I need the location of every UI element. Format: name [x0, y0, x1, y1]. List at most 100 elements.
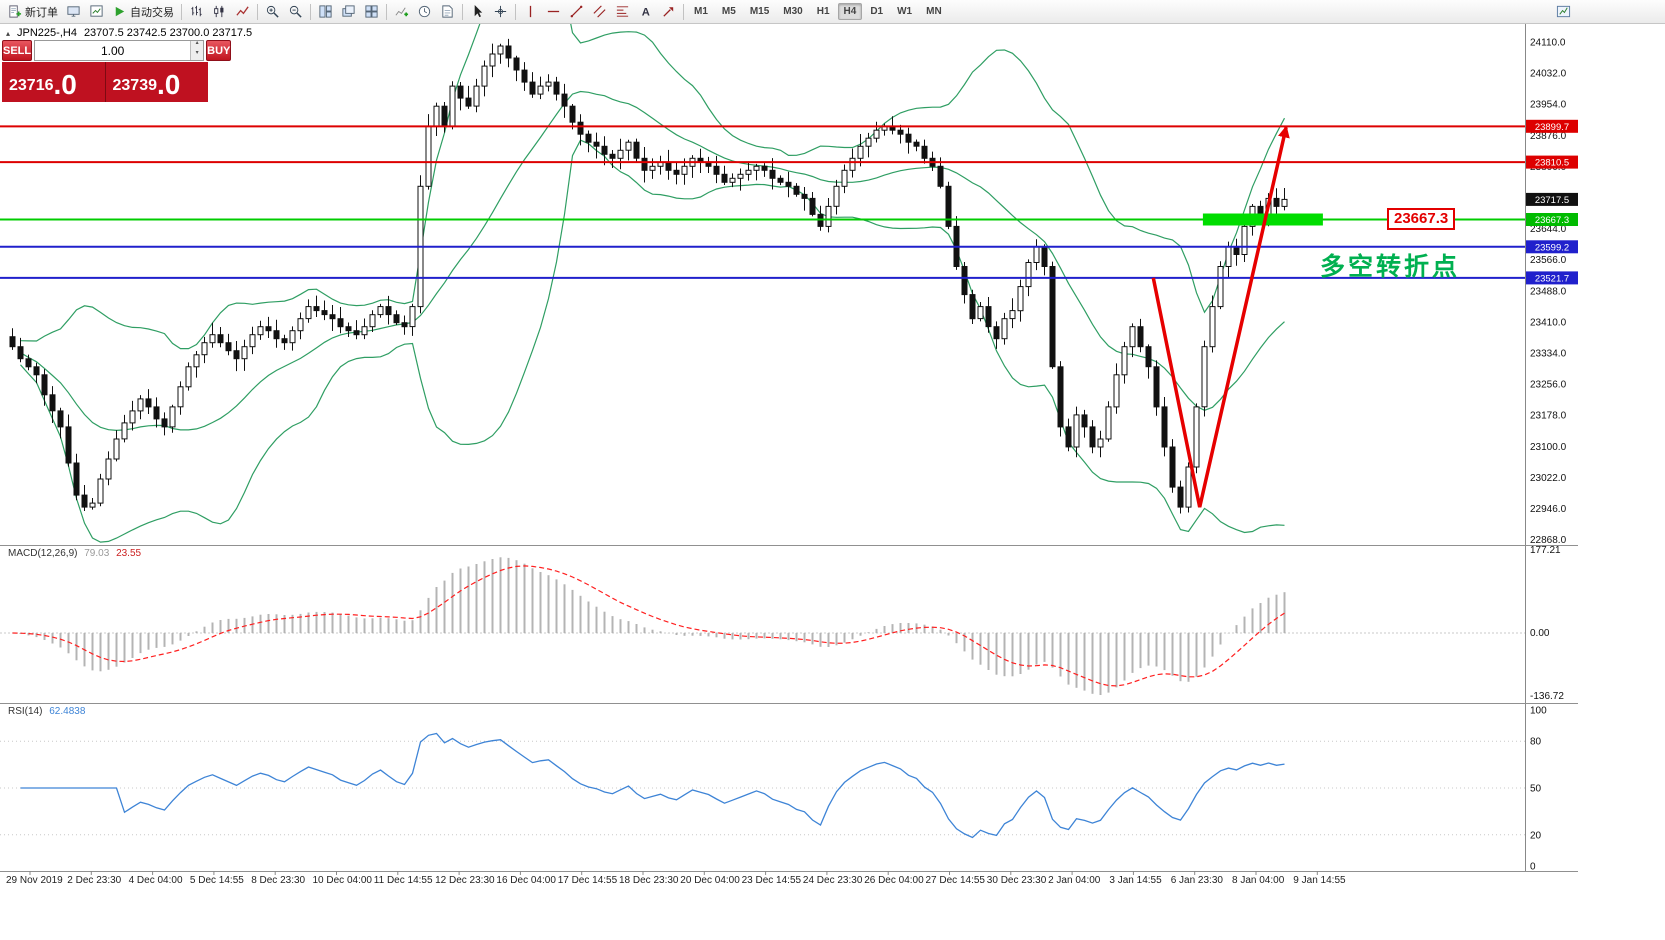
arrows-button[interactable] — [657, 2, 680, 22]
svg-text:23022.0: 23022.0 — [1530, 473, 1567, 484]
time-scale[interactable]: 29 Nov 2019 2 Dec 23:30 4 Dec 04:00 5 Dec 1… — [6, 871, 1346, 886]
chart-window-icon[interactable] — [1556, 4, 1571, 24]
periods-button[interactable] — [413, 2, 436, 22]
timeframe-m1-button[interactable]: M1 — [694, 6, 708, 17]
candles — [9, 38, 1288, 514]
svg-text:23256.0: 23256.0 — [1530, 380, 1567, 391]
line-chart-button[interactable] — [231, 2, 254, 22]
svg-text:23100.0: 23100.0 — [1530, 442, 1567, 453]
scale-label-current-price — [1526, 192, 1578, 206]
rsi-panel[interactable] — [0, 732, 1525, 839]
template-icon — [442, 5, 453, 18]
svg-text:30 Dec 23:30: 30 Dec 23:30 — [987, 875, 1047, 886]
svg-text:4 Dec 04:00: 4 Dec 04:00 — [129, 875, 183, 886]
svg-text:24110.0: 24110.0 — [1530, 38, 1566, 49]
timeframe-m5-button[interactable]: M5 — [721, 6, 736, 17]
svg-text:8 Jan 04:00: 8 Jan 04:00 — [1232, 875, 1285, 886]
bollinger-upper — [20, 23, 1286, 350]
toolbar: 新订单 自动交易 A M1 M5 M15 M30 H1 H4 D1 W1 MN — [0, 0, 1665, 24]
svg-text:23876.0: 23876.0 — [1530, 131, 1567, 142]
templates-button[interactable] — [436, 2, 459, 22]
timeframe-h4-button[interactable]: H4 — [837, 3, 863, 20]
price-scale[interactable]: 24110.024032.023954.023876.023800.023722… — [1525, 22, 1579, 873]
zoom-out-button[interactable] — [284, 2, 307, 22]
autotrading-button[interactable]: 自动交易 — [108, 2, 178, 22]
toolbar-separator — [310, 3, 311, 20]
svg-text:-136.72: -136.72 — [1530, 691, 1564, 702]
scale-label-support — [1526, 271, 1578, 285]
vertical-line-button[interactable] — [519, 2, 542, 22]
svg-text:23954.0: 23954.0 — [1530, 100, 1567, 111]
toolbar-separator — [683, 3, 684, 20]
tile-icon — [319, 5, 332, 18]
svg-text:6 Jan 23:30: 6 Jan 23:30 — [1171, 875, 1224, 886]
svg-text:50: 50 — [1530, 784, 1542, 795]
lot-size-input[interactable] — [35, 41, 191, 60]
timeframe-m30-button[interactable]: M30 — [783, 6, 803, 17]
grid-icon — [365, 5, 378, 18]
tile-windows-button[interactable] — [314, 2, 337, 22]
svg-text:10 Dec 04:00: 10 Dec 04:00 — [313, 875, 373, 886]
lot-increase-button[interactable]: ▴ — [191, 40, 204, 51]
timeframe-mn-button[interactable]: MN — [926, 6, 942, 17]
new-order-button[interactable]: 新订单 — [3, 2, 62, 22]
main-chart-area[interactable] — [0, 0, 1525, 543]
indicators-button[interactable] — [390, 2, 413, 22]
one-click-trading-panel: SELL ▴ ▾ BUY 23716 .0 23739 .0 — [2, 40, 232, 102]
rsi-indicator-label: RSI(14) 62.4838 — [8, 706, 85, 717]
timeframe-d1-button[interactable]: D1 — [870, 6, 884, 17]
highlight-zone[interactable] — [1202, 213, 1323, 226]
arrange-windows-button[interactable] — [360, 2, 383, 22]
macd-panel[interactable] — [0, 557, 1525, 695]
candle-chart-button[interactable] — [208, 2, 231, 22]
cascade-windows-button[interactable] — [337, 2, 360, 22]
buy-button[interactable]: BUY — [206, 40, 232, 61]
symbol-info-bar[interactable]: ▴ JPN225-,H4 23707.5 23742.5 23700.0 237… — [6, 27, 252, 39]
lot-decrease-button[interactable]: ▾ — [191, 50, 204, 60]
svg-text:16 Dec 04:00: 16 Dec 04:00 — [496, 875, 556, 886]
open-chart-button[interactable] — [85, 2, 108, 22]
channel-button[interactable] — [588, 2, 611, 22]
trendline-button[interactable] — [565, 2, 588, 22]
svg-text:20 Dec 04:00: 20 Dec 04:00 — [680, 875, 740, 886]
fibonacci-button[interactable] — [611, 2, 634, 22]
trend-arrow[interactable] — [1151, 125, 1290, 508]
sell-price-big-digits: .0 — [53, 69, 77, 100]
charts-profile-button[interactable] — [62, 2, 85, 22]
crosshair-button[interactable] — [489, 2, 512, 22]
svg-text:23810.5: 23810.5 — [1535, 158, 1569, 169]
annotation-text[interactable]: 多空转折点 — [1320, 253, 1461, 281]
svg-text:29 Nov 2019: 29 Nov 2019 — [6, 875, 63, 886]
svg-text:0.00: 0.00 — [1530, 628, 1550, 639]
profiles-icon — [67, 6, 80, 17]
scale-label-support — [1526, 240, 1578, 254]
toolbar-separator — [462, 3, 463, 20]
sell-price-display[interactable]: 23716 .0 — [2, 62, 105, 102]
horizontal-line-button[interactable] — [542, 2, 565, 22]
timeframe-m15-button[interactable]: M15 — [749, 6, 770, 17]
svg-text:11 Dec 14:55: 11 Dec 14:55 — [374, 875, 433, 886]
svg-text:23 Dec 14:55: 23 Dec 14:55 — [742, 875, 802, 886]
macd-signal-line — [12, 565, 1285, 687]
candles-icon — [214, 5, 224, 18]
collapse-panel-icon[interactable]: ▴ — [6, 28, 11, 38]
svg-text:23488.0: 23488.0 — [1530, 286, 1567, 297]
scale-label-pivot — [1526, 213, 1578, 226]
timeframe-w1-button[interactable]: W1 — [897, 6, 913, 17]
vline-icon — [529, 5, 532, 18]
svg-text:23717.5: 23717.5 — [1535, 195, 1569, 206]
bar-chart-button[interactable] — [185, 2, 208, 22]
text-label-button[interactable]: A — [634, 2, 657, 22]
timeframe-h1-button[interactable]: H1 — [816, 6, 830, 17]
buy-price-display[interactable]: 23739 .0 — [104, 62, 208, 102]
zoom-in-button[interactable] — [261, 2, 284, 22]
rsi-name: RSI(14) — [8, 706, 43, 717]
fibo-icon — [616, 6, 629, 17]
cursor-button[interactable] — [466, 2, 489, 22]
sell-button[interactable]: SELL — [2, 40, 33, 61]
cursor-icon — [474, 4, 483, 18]
toolbar-separator — [181, 3, 182, 20]
price-callout-label[interactable]: 23667.3 — [1387, 208, 1456, 230]
sell-price-main: 23716 — [9, 77, 54, 94]
